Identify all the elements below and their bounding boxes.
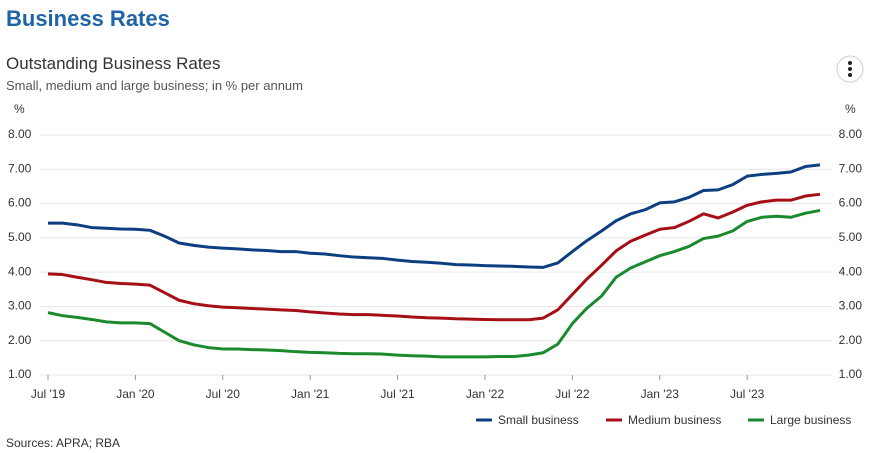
x-tick-label: Jul '19	[31, 387, 66, 401]
x-tick-label: Jul '20	[206, 387, 241, 401]
x-tick-label: Jan '21	[291, 387, 330, 401]
page-title: Business Rates	[6, 6, 170, 31]
series-line	[48, 163, 821, 269]
y2-tick-label: 8.00	[839, 127, 863, 141]
menu-dot	[848, 67, 852, 71]
y2-tick-label: 1.00	[839, 367, 863, 381]
y2-tick-label: 5.00	[839, 230, 863, 244]
source: Sources: APRA; RBA	[6, 436, 120, 450]
y-tick-label: 4.00	[8, 264, 32, 278]
menu-dot	[848, 73, 852, 77]
x-tick-label: Jan '20	[116, 387, 155, 401]
y-tick-label: 3.00	[8, 299, 32, 313]
y-tick-label: 1.00	[8, 367, 32, 381]
y-tick-label: 5.00	[8, 230, 32, 244]
y2-tick-label: 2.00	[839, 333, 863, 347]
y-tick-label: 2.00	[8, 333, 32, 347]
legend-label: Small business	[498, 413, 579, 427]
chart-title: Outstanding Business Rates	[6, 54, 221, 73]
y-unit: %	[14, 102, 25, 116]
x-tick-label: Jul '22	[555, 387, 590, 401]
x-tick-label: Jul '23	[730, 387, 765, 401]
y-tick-label: 7.00	[8, 161, 32, 175]
y-tick-label: 8.00	[8, 127, 32, 141]
y-tick-label: 6.00	[8, 196, 32, 210]
y2-unit: %	[845, 102, 856, 116]
x-tick-label: Jul '21	[380, 387, 415, 401]
y2-tick-label: 7.00	[839, 161, 863, 175]
x-tick-label: Jan '23	[641, 387, 680, 401]
y2-tick-label: 6.00	[839, 196, 863, 210]
y2-tick-label: 4.00	[839, 264, 863, 278]
legend-label: Large business	[770, 413, 851, 427]
menu-button[interactable]	[836, 55, 864, 83]
chart-subtitle: Small, medium and large business; in % p…	[6, 78, 303, 93]
legend-label: Medium business	[628, 413, 721, 427]
series-line	[47, 192, 821, 322]
menu-dot	[848, 61, 852, 65]
x-tick-label: Jan '22	[466, 387, 505, 401]
y2-tick-label: 3.00	[839, 299, 863, 313]
series-line	[47, 208, 821, 359]
